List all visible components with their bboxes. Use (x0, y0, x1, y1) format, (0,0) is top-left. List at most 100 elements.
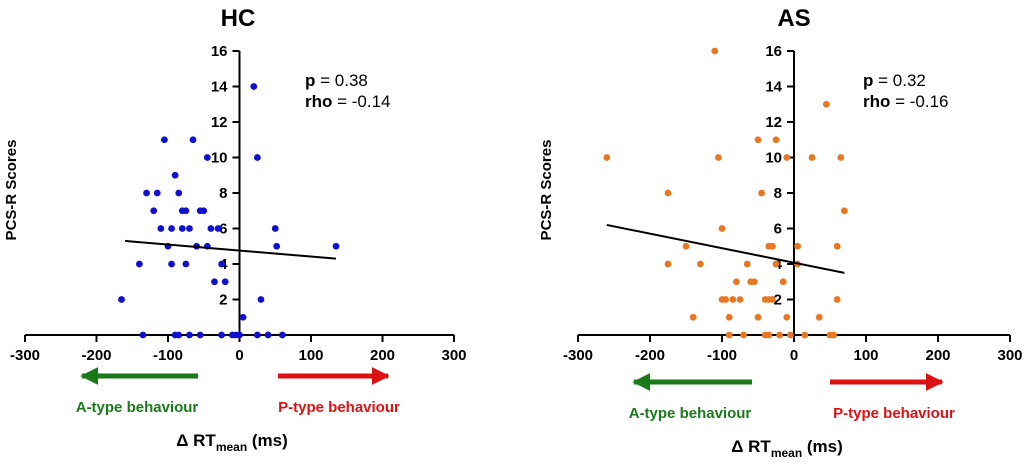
data-point (175, 331, 183, 339)
data-point (168, 225, 175, 232)
data-point (139, 331, 147, 339)
data-point (175, 189, 183, 197)
y-tick-label: 2 (219, 292, 227, 309)
data-point (211, 278, 218, 286)
data-point (830, 331, 837, 339)
data-point (743, 260, 751, 268)
data-point (236, 331, 243, 339)
x-label-prefix: Δ RT (176, 431, 216, 450)
x-tick-label: -200 (635, 347, 665, 364)
x-tick-labels: -300 -200 -100 0 100 200 300 (563, 347, 1023, 364)
data-point (168, 260, 175, 268)
regression-line (125, 239, 337, 260)
a-type-label: A-type behaviour (629, 405, 752, 422)
y-tick-label: 16 (765, 43, 782, 60)
p-label: p (305, 71, 315, 90)
x-axis-label: Δ RTmean (ms) (731, 437, 843, 460)
data-point (250, 83, 258, 90)
x-tick-label: -100 (153, 347, 183, 364)
x-label-suffix: (ms) (247, 431, 288, 450)
data-point (725, 313, 733, 321)
data-point (729, 296, 737, 303)
data-point (722, 296, 729, 303)
rho-value: = -0.14 (332, 92, 390, 111)
data-point (218, 331, 226, 339)
data-point (711, 47, 719, 55)
data-point (837, 154, 845, 161)
y-axis-label: PCS-R Scores (538, 140, 555, 241)
data-point (207, 225, 215, 232)
x-tick-label: 200 (925, 347, 950, 364)
data-point (772, 136, 780, 144)
data-point (171, 171, 179, 179)
data-point (794, 242, 801, 250)
x-tick-label: 300 (441, 347, 466, 364)
data-point (218, 260, 226, 268)
x-label-sub: mean (771, 446, 802, 460)
data-point (182, 260, 190, 268)
data-point (787, 331, 794, 339)
hc-panel: HC PCS-R Scores 246810121416 -300-200-10… (3, 5, 467, 454)
data-point (776, 331, 783, 339)
y-tick-label: 14 (211, 79, 228, 96)
data-point (772, 260, 780, 268)
data-point (736, 296, 744, 303)
y-tick-label: 2 (774, 292, 782, 309)
data-point (754, 313, 762, 321)
data-point (271, 225, 279, 232)
data-point (751, 278, 758, 286)
data-point (715, 154, 722, 161)
y-tick-marks (232, 50, 240, 301)
data-point (603, 154, 611, 161)
p-type-label: P-type behaviour (278, 399, 400, 416)
data-point (769, 296, 776, 303)
data-point (779, 278, 787, 286)
p-value: = 0.38 (315, 71, 367, 90)
data-point (264, 331, 272, 339)
data-point (161, 136, 168, 144)
y-tick-label: 16 (211, 43, 228, 60)
y-tick-label: 10 (211, 150, 228, 167)
x-tick-labels: -300 -200 -100 0 100 200 300 (10, 347, 467, 364)
y-tick-label: 8 (219, 185, 227, 202)
rho-value-text: rho = -0.16 (863, 92, 949, 111)
data-point (783, 154, 791, 161)
data-point (758, 189, 765, 197)
data-point (783, 313, 791, 321)
x-axis-label: Δ RTmean (ms) (176, 431, 288, 454)
data-point (239, 313, 247, 321)
data-point (200, 207, 208, 215)
data-point (118, 296, 125, 303)
y-tick-labels: 246810121416 (211, 43, 228, 309)
data-point (143, 189, 150, 197)
data-point (221, 278, 229, 286)
data-point (689, 313, 697, 321)
x-tick-marks (577, 335, 1011, 342)
x-tick-label: 200 (370, 347, 395, 364)
data-point (257, 296, 265, 303)
x-tick-label: 100 (298, 347, 323, 364)
data-point (332, 242, 340, 250)
x-label-prefix: Δ RT (731, 437, 771, 456)
data-point (682, 242, 690, 250)
data-point (186, 225, 193, 232)
data-point (801, 331, 809, 339)
x-tick-label: 0 (235, 347, 243, 364)
p-value: = 0.32 (873, 71, 925, 90)
data-point (841, 207, 848, 215)
x-tick-label: -300 (563, 347, 593, 364)
x-tick-label: -200 (81, 347, 111, 364)
data-point (769, 242, 776, 250)
y-axis-label: PCS-R Scores (3, 140, 20, 241)
y-tick-label: 10 (765, 150, 782, 167)
data-point (664, 189, 672, 197)
data-point (279, 331, 286, 339)
a-type-label: A-type behaviour (76, 399, 199, 416)
x-tick-label: 0 (790, 347, 798, 364)
rho-label: rho (863, 92, 890, 111)
data-points (603, 47, 848, 339)
data-point (253, 154, 261, 161)
y-tick-label: 12 (211, 114, 228, 131)
data-point (196, 331, 204, 339)
